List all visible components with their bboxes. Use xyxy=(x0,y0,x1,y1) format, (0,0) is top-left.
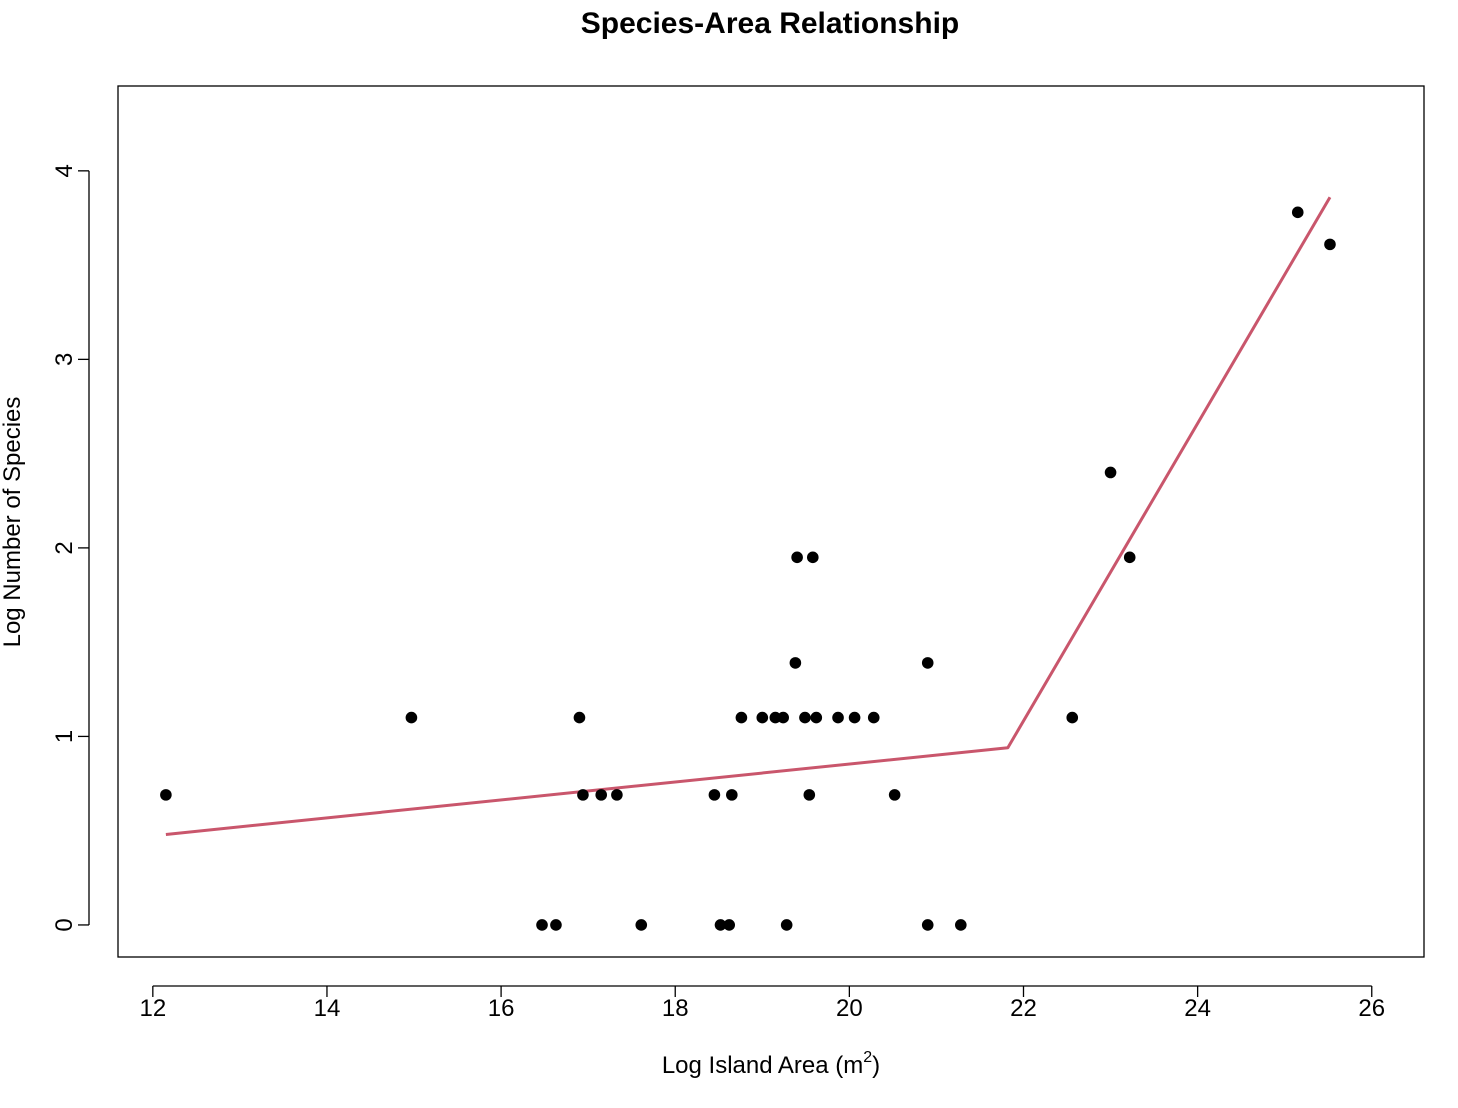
x-axis: 12 14 16 18 20 22 24 26 xyxy=(139,985,1385,1022)
x-axis-label-superscript: 2 xyxy=(863,1049,872,1066)
data-point xyxy=(708,789,721,801)
data-point xyxy=(1123,551,1136,564)
data-point xyxy=(405,711,418,724)
data-point xyxy=(1324,238,1336,251)
data-point xyxy=(573,711,586,724)
data-point xyxy=(810,711,823,724)
data-point xyxy=(635,919,648,931)
data-point xyxy=(577,789,589,801)
data-point xyxy=(550,919,562,931)
data-point xyxy=(726,789,738,801)
y-tick-label: 4 xyxy=(51,164,78,177)
data-point xyxy=(1104,466,1117,479)
fit-line-group xyxy=(165,196,1332,836)
data-point xyxy=(848,711,861,724)
data-point xyxy=(536,919,548,931)
x-tick-label: 14 xyxy=(314,995,341,1022)
data-point xyxy=(1066,711,1079,724)
x-axis-label-main: Log Island Area (m xyxy=(662,1052,863,1079)
plot-frame xyxy=(117,85,1425,958)
x-tick-label: 26 xyxy=(1358,995,1385,1022)
data-point xyxy=(789,657,802,669)
points-group xyxy=(160,206,1336,931)
data-point xyxy=(921,919,934,931)
data-point xyxy=(803,789,816,801)
data-point xyxy=(611,789,623,801)
data-point xyxy=(160,789,172,801)
x-tick-label: 12 xyxy=(139,995,166,1022)
data-point xyxy=(714,919,727,931)
data-point xyxy=(595,789,608,801)
x-axis-label-suffix: ) xyxy=(872,1052,880,1079)
data-point xyxy=(955,919,967,931)
chart-title: Species-Area Relationship xyxy=(581,7,959,40)
data-point xyxy=(1291,206,1304,219)
y-tick-label: 2 xyxy=(51,541,78,554)
x-tick-label: 18 xyxy=(662,995,689,1022)
y-tick-label: 3 xyxy=(51,353,78,366)
fit-line xyxy=(165,196,1332,836)
data-point xyxy=(799,711,811,724)
data-point xyxy=(806,551,819,564)
data-point xyxy=(921,657,934,669)
data-point xyxy=(867,711,880,724)
data-point xyxy=(723,919,736,931)
x-axis-label: Log Island Area (m2) xyxy=(662,1049,880,1079)
data-point xyxy=(888,789,901,801)
data-point xyxy=(832,711,844,724)
data-point xyxy=(735,711,748,724)
x-tick-label: 22 xyxy=(1010,995,1037,1022)
data-point xyxy=(756,711,769,724)
x-tick-label: 20 xyxy=(836,995,863,1022)
y-axis: 0 1 2 3 4 xyxy=(51,164,90,932)
x-tick-label: 16 xyxy=(488,995,515,1022)
data-point xyxy=(777,711,789,724)
y-tick-label: 0 xyxy=(51,918,78,931)
y-tick-label: 1 xyxy=(51,730,78,743)
data-point xyxy=(791,551,803,564)
y-axis-label: Log Number of Species xyxy=(0,397,26,648)
x-tick-label: 24 xyxy=(1184,995,1211,1022)
data-point xyxy=(780,919,793,931)
